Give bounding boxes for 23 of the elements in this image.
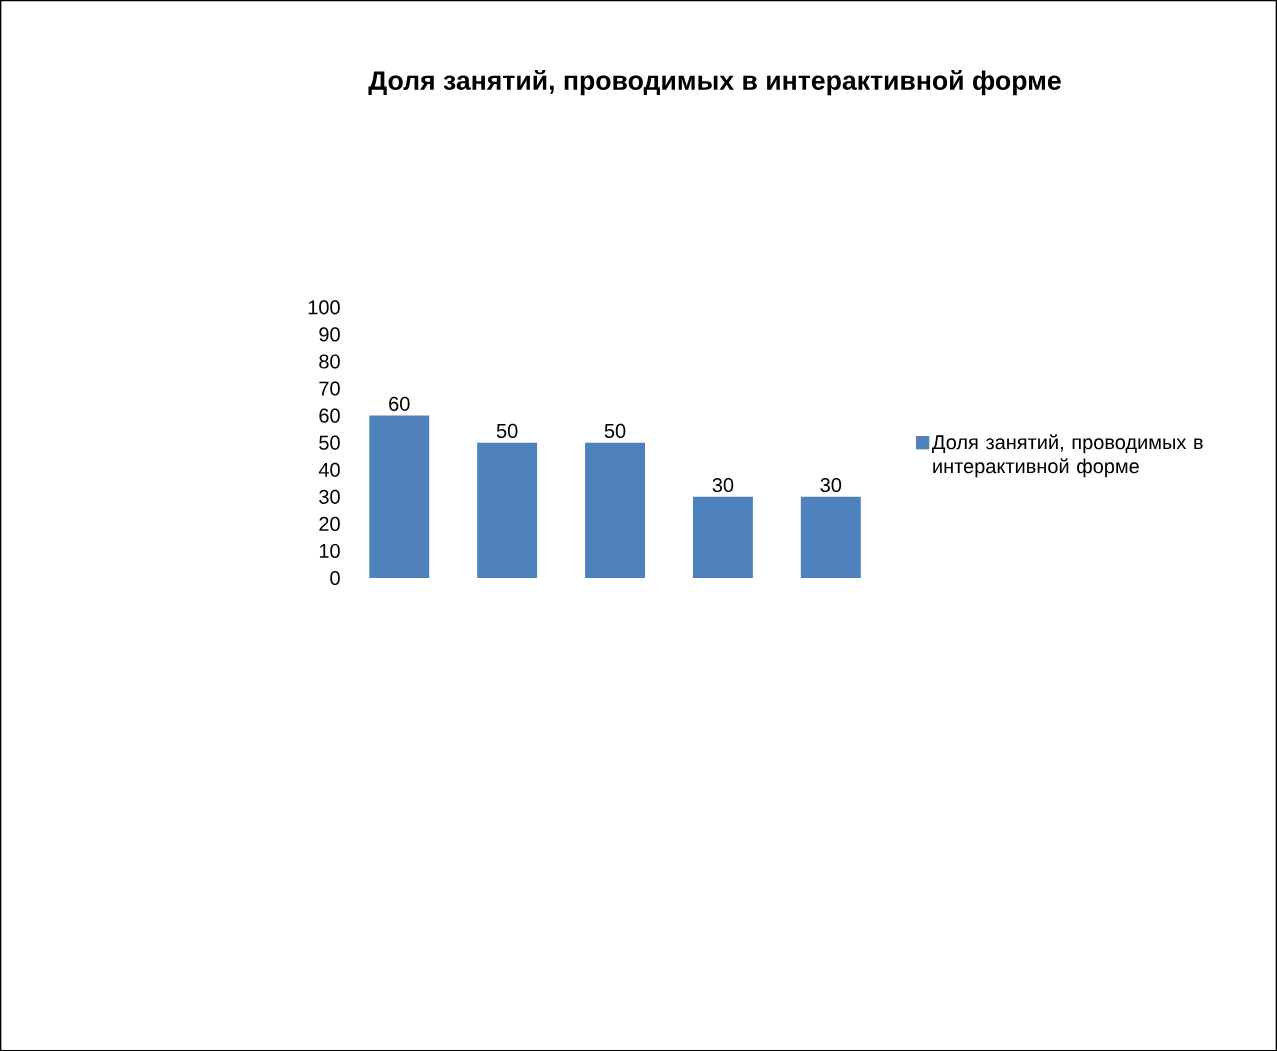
- data-label: 60: [389, 396, 410, 411]
- y-tick-label: 100: [308, 300, 340, 315]
- bar: [477, 442, 538, 578]
- data-label: 50: [496, 423, 518, 438]
- y-tick-label: 20: [319, 516, 340, 531]
- y-tick-label: 10: [319, 543, 340, 558]
- bar: [369, 415, 430, 578]
- y-tick-label: 90: [319, 327, 340, 342]
- bar: [585, 442, 645, 578]
- y-tick-label: 40: [318, 462, 340, 477]
- data-label: 30: [712, 477, 734, 493]
- data-label: 50: [604, 423, 626, 438]
- bar: [692, 496, 753, 578]
- chart-title: Доля занятий, проводимых в интерактивной форме: [368, 69, 1061, 96]
- data-label: 30: [820, 477, 842, 493]
- y-tick-label: 50: [319, 435, 340, 450]
- y-tick-label: 60: [319, 408, 340, 423]
- y-tick-label: 80: [319, 354, 340, 369]
- y-tick-label: 0: [330, 570, 340, 585]
- legend-label: Доля занятий, проводимых в интерактивной форме: [932, 434, 1203, 478]
- y-tick-label: 70: [319, 381, 340, 396]
- bar: [800, 496, 861, 578]
- y-tick-label: 30: [319, 489, 340, 504]
